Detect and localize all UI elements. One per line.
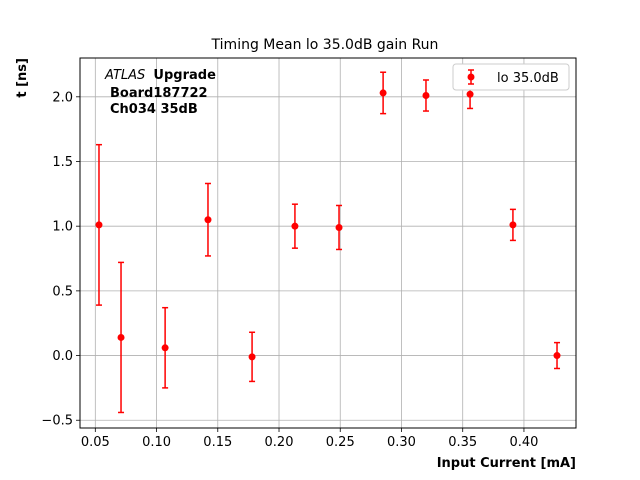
channel-label: Ch034 35dB: [110, 102, 198, 117]
point-marker: [335, 223, 343, 231]
upgrade-label: Upgrade: [153, 68, 216, 83]
data-points: [95, 71, 561, 414]
data-point: [117, 261, 125, 414]
x-tick-label: 0.35: [448, 435, 477, 450]
y-tick-label: 1.0: [52, 220, 73, 235]
x-axis: 0.05 0.10 0.15 0.20 0.25 0.30 0.35 0.40: [81, 428, 538, 450]
data-point: [379, 71, 387, 115]
point-marker: [291, 222, 299, 230]
point-marker: [509, 221, 517, 229]
legend-entry-lo-35db: lo 35.0dB: [497, 71, 559, 86]
point-marker: [117, 333, 125, 341]
y-tick-label: 0.5: [52, 284, 73, 299]
point-marker: [161, 344, 169, 352]
atlas-annotation: ATLAS Upgrade Board187722 Ch034 35dB: [104, 68, 216, 117]
y-tick-label: 1.5: [52, 155, 73, 170]
data-point: [204, 182, 212, 257]
data-point: [335, 204, 343, 251]
svg-text:ATLAS Upgrade: ATLAS Upgrade: [104, 68, 216, 83]
x-tick-label: 0.20: [265, 435, 294, 450]
point-marker: [466, 90, 474, 98]
legend-marker: [467, 73, 475, 81]
data-point: [248, 331, 256, 383]
data-point: [509, 208, 517, 242]
grid-lines: [80, 58, 576, 428]
atlas-label: ATLAS: [104, 68, 145, 83]
chart-title: Timing Mean lo 35.0dB gain Run: [211, 37, 439, 53]
legend-box: [452, 63, 570, 91]
point-marker: [553, 352, 561, 360]
data-point: [553, 341, 561, 370]
x-tick-label: 0.25: [326, 435, 355, 450]
x-tick-label: 0.05: [81, 435, 110, 450]
y-axis-label: t [ns]: [15, 58, 30, 98]
x-tick-label: 0.40: [509, 435, 538, 450]
plot-frame: [79, 57, 577, 429]
point-marker: [248, 353, 256, 361]
y-tick-label: 2.0: [52, 90, 73, 105]
point-marker: [95, 221, 103, 229]
data-point: [161, 306, 169, 389]
point-marker: [422, 92, 430, 100]
data-point: [291, 203, 299, 249]
x-axis-label: Input Current [mA]: [437, 456, 576, 471]
point-marker: [379, 89, 387, 97]
y-tick-label: −0.5: [41, 414, 73, 429]
data-point: [95, 143, 103, 306]
data-point: [422, 79, 430, 112]
x-tick-label: 0.15: [203, 435, 232, 450]
y-axis: −0.5 0.0 0.5 1.0 1.5 2.0: [41, 90, 80, 429]
x-tick-label: 0.10: [142, 435, 171, 450]
board-label: Board187722: [110, 86, 208, 101]
x-tick-label: 0.30: [387, 435, 416, 450]
legend: lo 35.0dB: [452, 63, 570, 91]
point-marker: [204, 216, 212, 224]
y-tick-label: 0.0: [52, 349, 73, 364]
